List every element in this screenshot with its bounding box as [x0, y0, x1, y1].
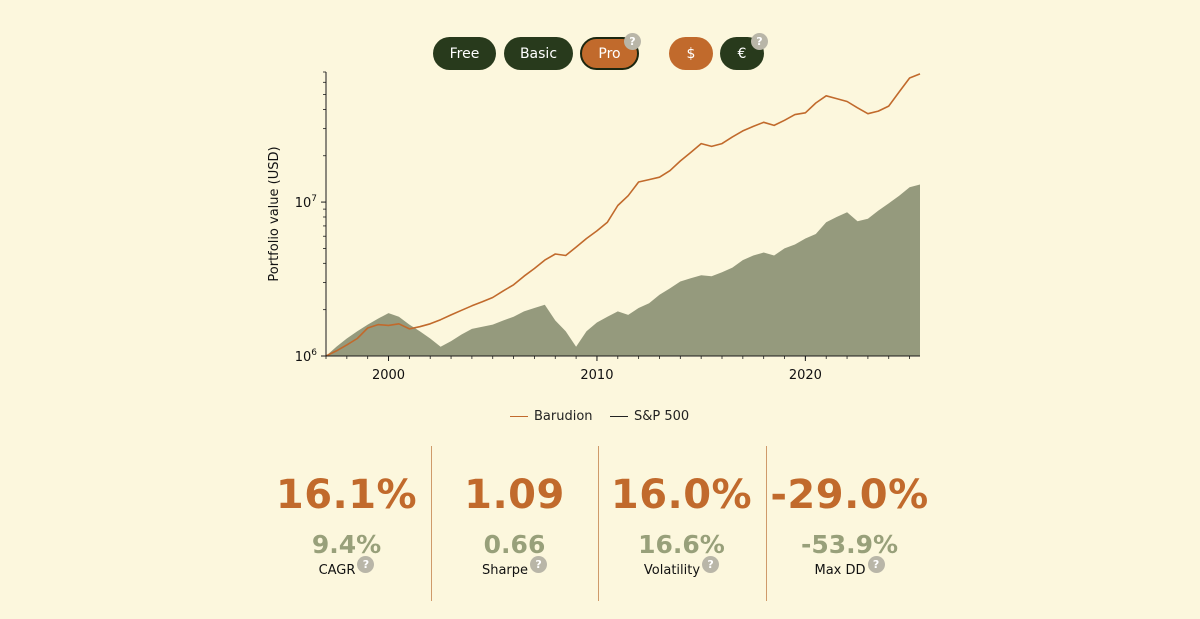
help-glyph: ?: [535, 558, 542, 571]
tier-basic-label: Basic: [519, 45, 558, 62]
legend-item-barudion[interactable]: Barudion: [510, 409, 593, 424]
stat-sharpe-value: 1.09: [464, 472, 565, 518]
tier-pro-button[interactable]: Pro: [580, 37, 639, 70]
stat-sharpe-benchmark: 0.66: [483, 530, 546, 559]
series-s-p-500-area: [326, 184, 920, 356]
stat-max-dd: -29.0% -53.9% Max DD?: [766, 446, 933, 601]
stat-sharpe-label-row: Sharpe?: [431, 556, 598, 579]
legend-swatch-sp500: [610, 416, 628, 417]
y-axis-label: Portfolio value (USD): [267, 146, 282, 281]
x-tick-label: 2000: [372, 368, 405, 383]
help-glyph: ?: [872, 558, 880, 571]
tier-free-button[interactable]: Free: [433, 37, 496, 70]
stat-volatility-label-row: Volatility?: [598, 556, 765, 579]
volatility-help-icon[interactable]: ?: [702, 556, 720, 573]
stat-sharpe: 1.09 0.66 Sharpe?: [431, 446, 598, 601]
stats-panel: 16.1% 9.4% CAGR? 1.09 0.66 Sharpe? 16.0%…: [263, 446, 933, 601]
y-tick-label: 107: [295, 194, 317, 211]
currency-usd-button[interactable]: $: [669, 37, 713, 70]
stat-volatility: 16.0% 16.6% Volatility?: [598, 446, 765, 601]
stat-max-dd-benchmark: -53.9%: [800, 530, 899, 559]
legend-item-sp500[interactable]: S&P 500: [610, 409, 689, 424]
y-axis-ticks: 106 107: [295, 71, 326, 365]
stat-divider: [598, 446, 599, 601]
stat-max-dd-label-row: Max DD?: [766, 556, 933, 579]
toggle-bar: Free Basic Pro ? $ € ?: [0, 33, 1200, 73]
benchmark-area-layer: [326, 184, 920, 356]
stat-divider: [766, 446, 767, 601]
chart-legend: Barudion S&P 500: [0, 409, 1200, 429]
help-glyph: ?: [362, 558, 370, 571]
pro-help-icon[interactable]: ?: [624, 33, 641, 50]
currency-help-icon[interactable]: ?: [751, 33, 768, 50]
help-glyph: ?: [756, 35, 763, 48]
stat-cagr: 16.1% 9.4% CAGR?: [263, 446, 430, 601]
stat-volatility-benchmark: 16.6%: [638, 530, 725, 559]
help-glyph: ?: [707, 558, 714, 571]
stat-divider: [431, 446, 432, 601]
currency-usd-label: $: [686, 45, 696, 62]
stat-volatility-label: Volatility: [643, 563, 701, 578]
stat-volatility-value: 16.0%: [610, 472, 753, 518]
x-tick-label: 2020: [789, 368, 822, 383]
max-dd-help-icon[interactable]: ?: [867, 556, 885, 573]
legend-label-barudion: Barudion: [534, 409, 593, 424]
y-tick-label: 106: [295, 348, 318, 365]
stat-sharpe-label: Sharpe: [481, 563, 529, 578]
stat-cagr-label-row: CAGR?: [263, 556, 430, 579]
tier-basic-button[interactable]: Basic: [504, 37, 573, 70]
strategy-line-layer: [325, 73, 921, 357]
sharpe-help-icon[interactable]: ?: [530, 556, 548, 573]
legend-swatch-barudion: [510, 416, 528, 417]
legend-label-sp500: S&P 500: [634, 409, 690, 424]
cagr-help-icon[interactable]: ?: [357, 556, 375, 573]
help-glyph: ?: [629, 35, 636, 48]
currency-eur-label: €: [737, 45, 747, 62]
x-axis-ticks: 2000 2010 2020: [325, 356, 910, 383]
tier-pro-label: Pro: [598, 45, 621, 62]
portfolio-chart: 2000 2010 2020 106 107 Portfolio value (USD…: [267, 71, 921, 383]
stat-cagr-benchmark: 9.4%: [311, 530, 382, 559]
stat-cagr-value: 16.1%: [275, 472, 418, 518]
stat-max-dd-label: Max DD: [814, 563, 866, 578]
stat-cagr-label: CAGR: [318, 563, 356, 578]
tier-free-label: Free: [449, 45, 480, 62]
stat-max-dd-value: -29.0%: [770, 472, 929, 518]
x-tick-label: 2010: [580, 368, 613, 383]
series-barudion-line: [325, 73, 921, 357]
